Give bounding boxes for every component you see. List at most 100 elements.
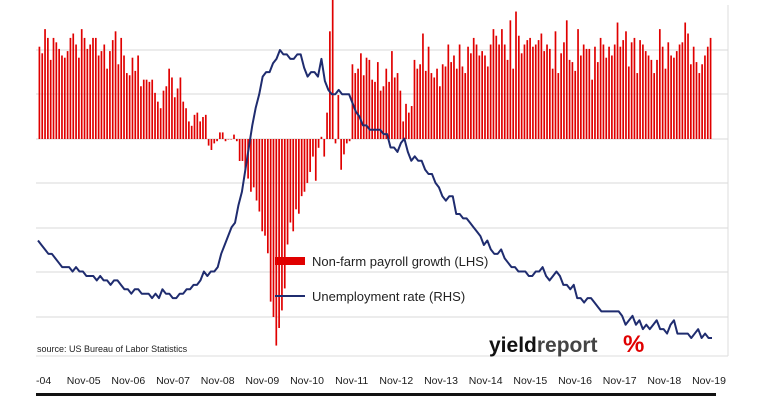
payroll-bar (664, 68, 667, 139)
payroll-bar (546, 44, 548, 140)
payroll-bar (501, 29, 503, 139)
payroll-bar (185, 108, 187, 139)
payroll-bar (532, 46, 534, 140)
payroll-bar (475, 44, 478, 140)
payroll-bar (391, 51, 393, 139)
payroll-bar (97, 55, 100, 139)
payroll-bar (416, 68, 419, 139)
payroll-bar (120, 37, 123, 139)
payroll-bar (357, 68, 359, 139)
payroll-bar (582, 44, 585, 140)
payroll-bar (261, 139, 264, 232)
x-tick-label: Nov-16 (558, 375, 592, 387)
payroll-bar (244, 139, 247, 170)
payroll-bar (221, 132, 224, 139)
payroll-bar (63, 57, 66, 139)
payroll-bar (439, 86, 441, 139)
payroll-bar (444, 66, 447, 139)
payroll-bar (549, 48, 551, 139)
payroll-bar (269, 139, 272, 302)
payroll-bar (484, 55, 486, 139)
payroll-bar (38, 46, 41, 140)
payroll-bar (314, 139, 317, 181)
payroll-bar (283, 139, 286, 289)
payroll-bar (486, 66, 489, 139)
payroll-bar (529, 37, 531, 139)
x-tick-label: Nov-13 (424, 375, 458, 387)
payroll-bar (86, 48, 89, 139)
payroll-bar (331, 0, 334, 139)
payroll-bar (281, 139, 283, 311)
payroll-bar (247, 139, 249, 179)
payroll-bar (642, 44, 644, 140)
payroll-bar (678, 44, 681, 140)
source-note: source: US Bureau of Labor Statistics (37, 344, 188, 354)
brand-logo: yieldreport % (489, 331, 644, 358)
payroll-bar (393, 77, 396, 139)
payroll-bar (111, 40, 114, 139)
payroll-bar (594, 46, 596, 140)
x-axis-tick-labels: -04 Nov-05 Nov-06 Nov-07 Nov-08 Nov-09 Nov-10 N… (36, 375, 726, 387)
brand-percent-symbol: % (623, 331, 644, 358)
brand-wordmark: yieldreport (489, 334, 598, 357)
x-tick-label: Nov-07 (156, 375, 190, 387)
payroll-bar (210, 139, 213, 150)
payroll-bar (278, 139, 280, 328)
payroll-bar (695, 62, 698, 140)
payroll-bar (625, 31, 627, 139)
payroll-bar (670, 55, 672, 139)
payroll-bars (38, 0, 712, 346)
payroll-bar (83, 37, 86, 139)
payroll-bar (379, 90, 382, 139)
x-tick-label: Nov-14 (469, 375, 503, 387)
payroll-bar (255, 139, 258, 201)
payroll-bar (450, 62, 452, 140)
payroll-bar (89, 44, 92, 140)
payroll-bar (658, 29, 661, 139)
payroll-bar (526, 40, 529, 139)
payroll-bar (134, 70, 137, 139)
payroll-bar (58, 48, 60, 139)
payroll-bar (52, 37, 55, 139)
payroll-bar (622, 40, 625, 139)
payroll-bar (554, 31, 557, 139)
payroll-bar (117, 64, 120, 139)
payroll-bar (334, 139, 337, 144)
x-tick-label: Nov-19 (692, 375, 726, 387)
payroll-bar (109, 51, 111, 139)
payroll-bar (563, 42, 565, 140)
payroll-bar (300, 139, 303, 197)
payroll-bar (75, 44, 77, 140)
payroll-bar (49, 59, 52, 139)
payroll-bar (264, 139, 266, 236)
legend-label-payroll: Non-farm payroll growth (LHS) (312, 254, 488, 269)
payroll-bar (627, 66, 630, 139)
payroll-bar (213, 139, 216, 144)
payroll-bar (165, 86, 168, 139)
payroll-bar (275, 139, 278, 346)
payroll-bar (207, 139, 210, 146)
payroll-bar (179, 77, 182, 139)
payroll-bar (103, 44, 106, 140)
payroll-bar (298, 139, 300, 214)
payroll-bar (303, 139, 306, 192)
payroll-bar (230, 139, 233, 140)
payroll-bar (633, 37, 636, 139)
payroll-bar (613, 44, 616, 140)
payroll-bar (506, 59, 509, 139)
x-tick-label: Nov-06 (111, 375, 145, 387)
payroll-bar (523, 44, 526, 140)
payroll-bar (509, 20, 512, 139)
payroll-bar (80, 29, 83, 139)
payroll-bar (619, 46, 622, 140)
payroll-bar (453, 55, 455, 139)
payroll-bar (362, 75, 365, 139)
payroll-bar (204, 114, 207, 139)
legend: Non-farm payroll growth (LHS) Unemployme… (275, 254, 488, 304)
payroll-bar (467, 46, 469, 140)
payroll-bar (596, 62, 599, 140)
payroll-bar (461, 66, 464, 139)
payroll-bar (656, 59, 658, 139)
payroll-bar (611, 55, 613, 139)
payroll-bar (681, 42, 684, 140)
